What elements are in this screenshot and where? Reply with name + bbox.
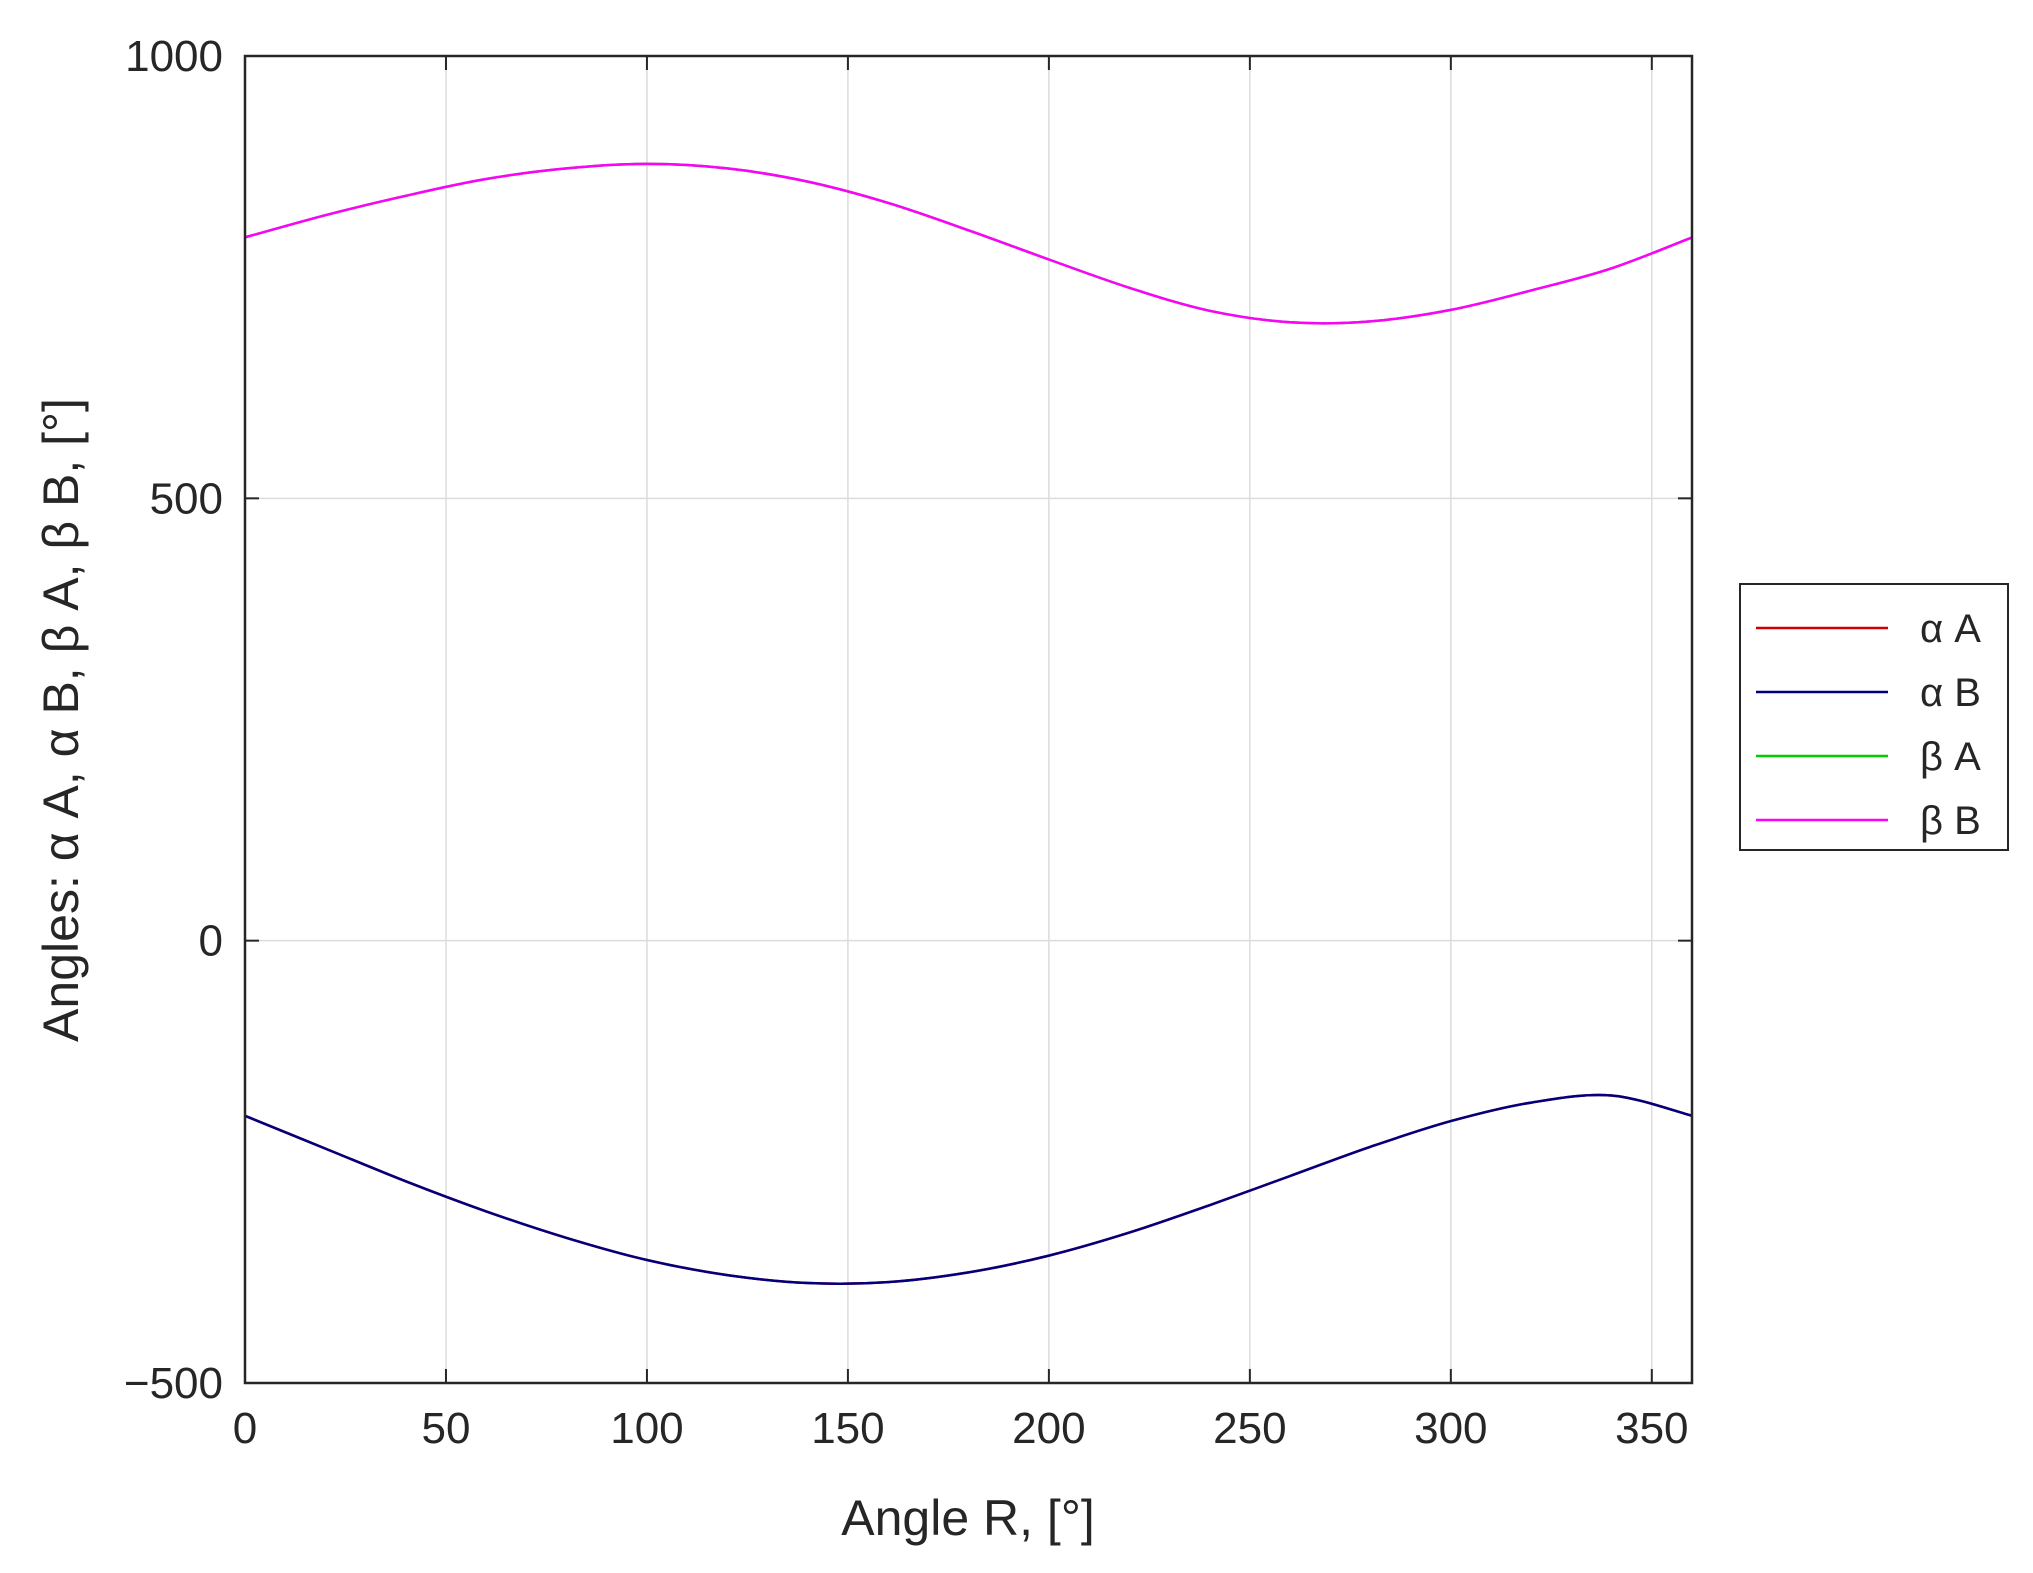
series-line-1 bbox=[244, 1093, 1693, 1285]
axis-ticks bbox=[244, 55, 1692, 1384]
y-axis-title: Angles: α A, α B, β A, β B, [°] bbox=[33, 398, 89, 1042]
legend-label-1: α B bbox=[1920, 671, 1981, 715]
x-tick-label: 50 bbox=[421, 1404, 470, 1453]
legend-label-2: β A bbox=[1920, 735, 1981, 779]
x-tick-label: 0 bbox=[233, 1404, 257, 1453]
grid bbox=[245, 56, 1692, 1383]
legend: α A α B β A β B bbox=[1739, 583, 2009, 851]
plot-area bbox=[245, 56, 1692, 1383]
y-tick-label: 500 bbox=[150, 474, 223, 523]
x-tick-label: 200 bbox=[1012, 1404, 1085, 1453]
axes-box bbox=[243, 54, 1694, 1385]
y-tick-label: 1000 bbox=[125, 32, 223, 81]
x-tick-label: 250 bbox=[1213, 1404, 1286, 1453]
x-tick-label: 100 bbox=[610, 1404, 683, 1453]
x-tick-label: 350 bbox=[1615, 1404, 1688, 1453]
series-line-3 bbox=[244, 162, 1693, 325]
legend-label-3: β B bbox=[1920, 799, 1981, 843]
x-axis-title: Angle R, [°] bbox=[841, 1490, 1094, 1546]
series-lines bbox=[244, 162, 1693, 1285]
x-tick-label: 150 bbox=[811, 1404, 884, 1453]
y-tick-label: 0 bbox=[199, 917, 223, 966]
legend-label-0: α A bbox=[1920, 607, 1981, 651]
y-tick-label: −500 bbox=[124, 1359, 223, 1408]
x-tick-label: 300 bbox=[1414, 1404, 1487, 1453]
